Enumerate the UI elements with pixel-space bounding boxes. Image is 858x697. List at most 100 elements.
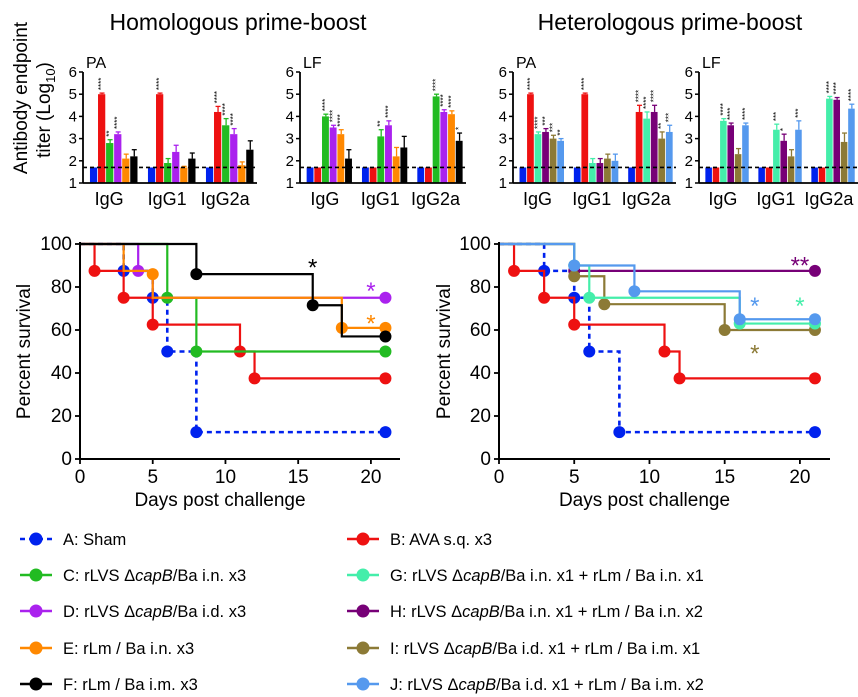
significance-annotation: * xyxy=(795,293,804,320)
survival-point-A xyxy=(583,345,596,358)
legend-item-F: F: rLm / Ba i.m. x3 xyxy=(20,676,198,694)
legend-label-prefix: G: rLVS Δ xyxy=(390,567,463,585)
x-tick-label: 10 xyxy=(215,467,236,488)
bar-C xyxy=(322,116,329,183)
survival-point-B xyxy=(248,372,261,385)
significance-annotation: * xyxy=(750,293,759,320)
significance-annotation: * xyxy=(366,278,375,305)
bar-I xyxy=(658,138,666,183)
survival-curve-F xyxy=(80,242,386,338)
bar-B xyxy=(424,167,432,183)
legend-item-B: B: AVA s.q. x3 xyxy=(347,531,492,549)
bar-C xyxy=(222,125,230,183)
y-tick-label: 6 xyxy=(685,64,693,81)
survival-point-J xyxy=(808,313,821,326)
legend-label-italic: capB xyxy=(458,676,496,694)
bar-B xyxy=(818,167,826,183)
bar-E xyxy=(392,156,400,183)
legend-label-suffix: /Ba i.d. x3 xyxy=(173,603,246,621)
survival-panel-0: 0 20 40 60 80 100 0 5 10 15 20 Days post challenge P… xyxy=(14,234,400,511)
y-tick-label: 40 xyxy=(51,363,72,384)
survival-point-A xyxy=(161,345,174,358)
category-label: IgG2a xyxy=(201,189,251,209)
y-tick-label: 40 xyxy=(470,363,491,384)
survival-point-E xyxy=(146,268,159,281)
bar-A xyxy=(811,167,818,183)
bar-panel-0: PA123456**********IgG****IgG1***********… xyxy=(69,55,257,209)
y-tick-label: 1 xyxy=(286,175,294,192)
legend-item-G: G: rLVS ΔcapB/Ba i.n. x1 + rLm / Ba i.n.… xyxy=(347,567,704,585)
bar-C xyxy=(164,163,172,183)
bar-E xyxy=(238,165,246,183)
panel-label: PA xyxy=(86,55,106,72)
x-tick-label: 20 xyxy=(789,467,810,488)
y-tick-label: 20 xyxy=(470,406,491,427)
bar-A xyxy=(628,167,635,183)
bar-B xyxy=(314,167,322,183)
survival-point-A xyxy=(379,426,392,439)
bar-D xyxy=(230,134,238,183)
legend-label-italic: capB xyxy=(463,567,501,585)
title-heterologous: Heterologous prime-boost xyxy=(538,9,803,35)
category-label: IgG2a xyxy=(622,189,672,209)
legend-label: B: AVA s.q. x3 xyxy=(390,531,492,549)
x-tick-label: 0 xyxy=(494,467,505,488)
bar-I xyxy=(787,156,795,183)
bar-I xyxy=(734,154,742,183)
survival-point-B xyxy=(379,372,392,385)
significance-stars: **** xyxy=(432,79,441,91)
legend-label-italic: capB xyxy=(135,567,173,585)
y-tick-label: 5 xyxy=(69,86,77,103)
title-homologous: Homologous prime-boost xyxy=(110,9,368,35)
legend-item-E: E: rLm / Ba i.n. x3 xyxy=(20,640,194,658)
survival-point-J xyxy=(628,285,641,298)
bar-I xyxy=(604,158,611,183)
category-label: IgG xyxy=(310,189,339,209)
y-tick-label: 3 xyxy=(499,131,507,148)
bar-A xyxy=(147,167,156,183)
legend-label-prefix: I: rLVS Δ xyxy=(390,640,455,658)
bar-H xyxy=(542,131,549,183)
significance-stars: **** xyxy=(533,116,542,128)
x-tick-label: 5 xyxy=(147,467,158,488)
legend-label: I: rLVS ΔcapB/Ba i.d. x1 + rLm / Ba i.m.… xyxy=(390,640,700,658)
legend-label: D: rLVS ΔcapB/Ba i.d. x3 xyxy=(63,603,246,621)
x-tick-label: 10 xyxy=(639,467,660,488)
significance-stars: **** xyxy=(155,78,164,90)
x-axis-label: Days post challenge xyxy=(559,490,730,511)
category-label: IgG1 xyxy=(572,189,611,209)
survival-curve-J xyxy=(499,242,815,321)
y-tick-label: 0 xyxy=(480,449,491,470)
significance-stars: **** xyxy=(832,82,841,94)
bar-C xyxy=(432,96,440,183)
survival-curve-I xyxy=(499,242,815,332)
bar-A xyxy=(361,167,369,183)
category-label: IgG xyxy=(708,189,737,209)
x-tick-label: 0 xyxy=(75,467,86,488)
legend-label-prefix: H: rLVS Δ xyxy=(390,603,462,621)
y-tick-label: 80 xyxy=(51,277,72,298)
bar-B xyxy=(214,111,222,183)
bar-H xyxy=(596,163,604,183)
significance-stars: ** xyxy=(105,130,114,136)
significance-stars: * xyxy=(779,128,788,131)
bar-B xyxy=(156,94,164,183)
survival-point-E xyxy=(379,321,392,334)
bar-G xyxy=(588,163,596,183)
survival-point-F xyxy=(379,330,392,343)
category-label: IgG xyxy=(95,189,124,209)
bar-C xyxy=(377,136,385,183)
significance-stars: **** xyxy=(113,116,122,128)
survival-point-H xyxy=(808,264,821,277)
y-tick-label: 0 xyxy=(61,449,72,470)
bar-J xyxy=(742,125,749,183)
significance-stars: **** xyxy=(447,95,456,107)
survival-point-B xyxy=(658,345,671,358)
y-tick-label: 2 xyxy=(499,153,507,170)
bar-B xyxy=(765,167,773,183)
bar-B xyxy=(712,167,720,183)
significance-stars: **** xyxy=(213,91,222,103)
bar-A xyxy=(705,167,712,183)
